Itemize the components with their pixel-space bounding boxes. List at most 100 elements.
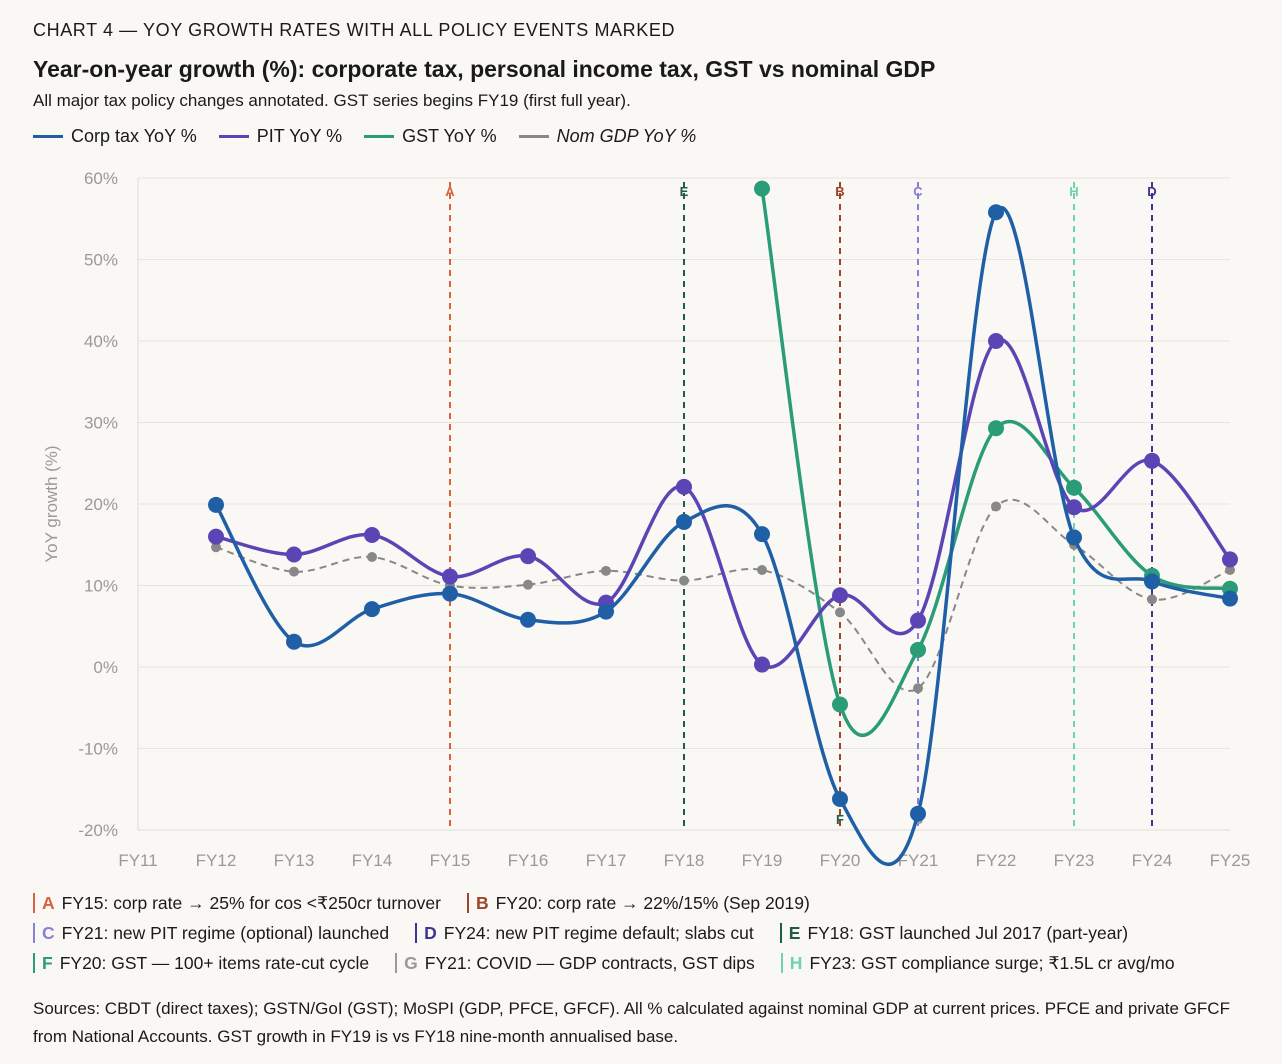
note-letter: G xyxy=(404,953,418,973)
pit-data-point xyxy=(286,546,302,563)
gst-data-point xyxy=(1066,479,1082,496)
pit-data-point xyxy=(832,587,848,604)
event-note: G FY21: COVID — GDP contracts, GST dips xyxy=(395,948,755,978)
legend-label: PIT YoY % xyxy=(256,126,343,146)
nom-data-point xyxy=(679,575,689,586)
note-text: FY20: GST — 100+ items rate-cut cycle xyxy=(59,953,370,973)
corp-data-point xyxy=(1144,573,1160,590)
corp-data-point xyxy=(676,513,692,530)
corp-data-point xyxy=(754,526,770,543)
pit-data-point xyxy=(910,612,926,629)
nom-data-point xyxy=(991,501,1001,512)
x-tick-label: FY13 xyxy=(274,851,315,870)
event-note: D FY24: new PIT regime default; slabs cut xyxy=(415,918,754,948)
note-letter: A xyxy=(42,893,55,913)
nom-data-point xyxy=(367,551,377,562)
legend-swatch xyxy=(364,135,395,138)
nom-data-point xyxy=(757,565,767,576)
x-tick-label: FY15 xyxy=(430,851,471,870)
legend-swatch xyxy=(518,135,549,138)
event-note: H FY23: GST compliance surge; ₹1.5L cr av… xyxy=(780,948,1175,978)
note-letter: C xyxy=(42,923,55,943)
event-note: A FY15: corp rate → 25% for cos <₹250cr t… xyxy=(33,888,441,918)
legend-label: GST YoY % xyxy=(402,126,497,146)
event-note: C FY21: new PIT regime (optional) launche… xyxy=(33,918,389,948)
nom-data-point xyxy=(1147,594,1157,605)
pit-data-point xyxy=(520,548,536,565)
event-notes: A FY15: corp rate → 25% for cos <₹250cr t… xyxy=(33,888,1175,978)
y-tick-label: 50% xyxy=(84,251,118,270)
note-letter: E xyxy=(788,923,801,943)
nom-data-point xyxy=(601,565,611,576)
corp-data-point xyxy=(988,204,1004,221)
legend-swatch xyxy=(218,135,249,138)
x-tick-label: FY20 xyxy=(820,851,861,870)
event-note: F FY20: GST — 100+ items rate-cut cycle xyxy=(33,948,369,978)
note-text: FY23: GST compliance surge; ₹1.5L cr avg… xyxy=(809,953,1175,973)
legend-item: GST YoY % xyxy=(364,126,497,147)
legend: Corp tax YoY % PIT YoY % GST YoY % Nom GDP … xyxy=(33,126,696,147)
event-note: B FY20: corp rate → 22%/15% (Sep 2019) xyxy=(466,888,810,918)
y-tick-label: 20% xyxy=(84,495,118,514)
y-tick-label: 60% xyxy=(84,169,118,188)
legend-item: Nom GDP YoY % xyxy=(518,126,697,147)
x-tick-label: FY17 xyxy=(586,851,627,870)
corp-data-point xyxy=(208,496,224,513)
note-text: FY15: corp rate → 25% for cos <₹250cr tu… xyxy=(61,893,441,913)
pit-data-point xyxy=(1144,452,1160,469)
nom-data-point xyxy=(835,607,845,618)
note-text: FY18: GST launched Jul 2017 (part-year) xyxy=(807,923,1129,943)
note-text: FY20: corp rate → 22%/15% (Sep 2019) xyxy=(495,893,810,913)
nom-data-point xyxy=(289,566,299,577)
legend-swatch xyxy=(33,135,63,138)
nom-data-point xyxy=(913,683,923,694)
x-tick-label: FY14 xyxy=(352,851,393,870)
pit-data-point xyxy=(1222,551,1238,568)
x-tick-label: FY21 xyxy=(898,851,939,870)
corp-data-point xyxy=(832,791,848,808)
x-tick-label: FY25 xyxy=(1210,851,1251,870)
legend-label: Nom GDP YoY % xyxy=(556,126,697,146)
x-tick-label: FY18 xyxy=(664,851,705,870)
note-color-bar xyxy=(780,953,783,973)
event-label: E xyxy=(680,184,689,199)
x-tick-label: FY16 xyxy=(508,851,549,870)
pit-data-point xyxy=(754,656,770,673)
pit-data-point xyxy=(364,526,380,543)
note-letter: B xyxy=(475,893,489,913)
event-label: B xyxy=(835,184,844,199)
pit-data-point xyxy=(442,568,458,585)
x-tick-label: FY19 xyxy=(742,851,783,870)
x-tick-label: FY22 xyxy=(976,851,1017,870)
event-label: D xyxy=(1147,184,1156,199)
legend-label: Corp tax YoY % xyxy=(71,126,197,146)
note-color-bar xyxy=(33,923,35,943)
note-text: FY24: new PIT regime default; slabs cut xyxy=(443,923,754,943)
gst-data-point xyxy=(754,180,770,197)
corp-data-point xyxy=(910,805,926,822)
pit-data-point xyxy=(988,333,1004,349)
corp-data-point xyxy=(442,585,458,602)
pit-data-point xyxy=(676,478,692,495)
note-letter: H xyxy=(789,953,803,973)
y-tick-label: 40% xyxy=(84,332,118,351)
notes-row: A FY15: corp rate → 25% for cos <₹250cr t… xyxy=(33,888,1175,918)
chart-kicker: CHART 4 — YOY GROWTH RATES WITH ALL POLI… xyxy=(33,20,676,40)
note-color-bar xyxy=(33,893,35,913)
nom-data-point xyxy=(1225,565,1235,576)
x-tick-label: FY12 xyxy=(196,851,237,870)
note-color-bar xyxy=(466,893,469,913)
note-color-bar xyxy=(33,953,35,973)
corp-data-point xyxy=(1066,529,1082,546)
nom-data-point xyxy=(211,542,221,553)
chart-title: Year-on-year growth (%): corporate tax, … xyxy=(33,56,936,82)
event-label: A xyxy=(445,184,455,199)
nom-data-point xyxy=(523,579,533,590)
pit-data-point xyxy=(208,528,224,545)
pit-data-point xyxy=(1066,499,1082,516)
event-note: E FY18: GST launched Jul 2017 (part-year) xyxy=(779,918,1129,948)
event-label: F xyxy=(836,812,844,827)
sources-note: Sources: CBDT (direct taxes); GSTN/GoI (… xyxy=(33,999,1230,1046)
event-label: H xyxy=(1069,184,1078,199)
corp-data-point xyxy=(520,611,536,628)
